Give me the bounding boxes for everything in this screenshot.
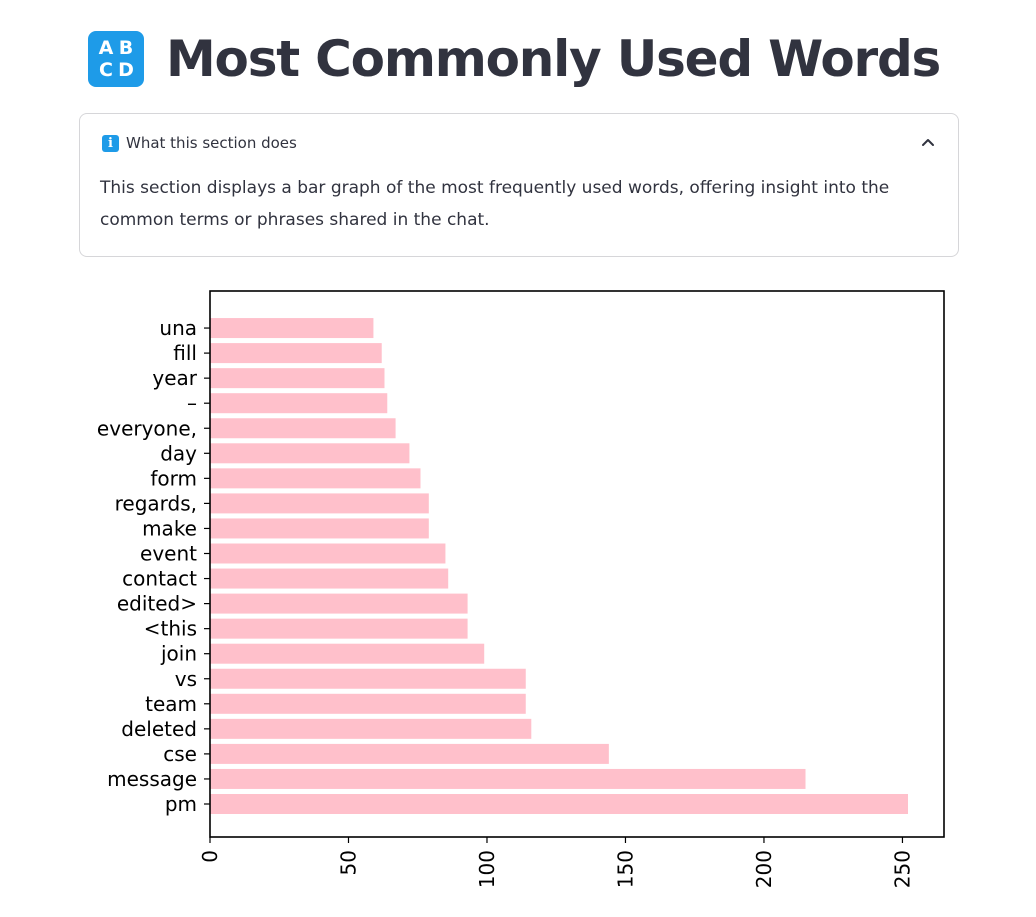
abcd-icon: A B C D	[88, 31, 144, 87]
icon-letter: A	[98, 36, 114, 59]
expander-body: This section displays a bar graph of the…	[100, 178, 890, 230]
y-tick-label: day	[160, 441, 197, 465]
bar	[210, 393, 388, 414]
bar	[210, 743, 609, 764]
bar	[210, 668, 526, 689]
y-tick-label: <this	[144, 617, 197, 641]
x-tick-label: 100	[475, 850, 499, 888]
page-header: A B C D Most Commonly Used Words	[88, 30, 941, 88]
bar	[210, 343, 382, 364]
icon-letter: B	[118, 36, 134, 59]
info-icon: i	[102, 134, 119, 152]
bar	[210, 418, 396, 439]
bar	[210, 468, 421, 489]
y-tick-label: una	[159, 316, 197, 340]
plot-frame	[209, 290, 945, 838]
x-tick-label: 250	[890, 850, 914, 888]
y-tick-label: vs	[175, 667, 197, 691]
info-expander[interactable]: i What this section does This section di…	[79, 113, 959, 257]
y-tick-label: contact	[122, 567, 197, 591]
y-tick-label: –	[187, 391, 197, 415]
y-tick-label: message	[107, 767, 197, 791]
y-tick-label: fill	[173, 341, 197, 365]
icon-letter: C	[99, 58, 113, 81]
y-tick-label: year	[152, 366, 197, 390]
bar	[210, 643, 485, 664]
bar	[210, 568, 449, 589]
bar	[210, 493, 429, 514]
x-tick-label: 200	[752, 850, 776, 888]
bar	[210, 718, 532, 739]
y-tick-label: team	[145, 692, 197, 716]
y-tick-label: make	[142, 516, 197, 540]
y-tick-label: cse	[163, 742, 197, 766]
y-tick-label: everyone,	[97, 416, 197, 440]
icon-letter: D	[118, 58, 134, 81]
x-tick-label: 0	[198, 850, 222, 863]
expander-header[interactable]: i What this section does	[102, 134, 297, 152]
page-title: Most Commonly Used Words	[166, 30, 941, 88]
bar	[210, 318, 374, 339]
y-tick-label: join	[160, 642, 197, 666]
bar	[210, 593, 468, 614]
bar	[210, 443, 410, 464]
y-tick-label: edited>	[117, 592, 197, 616]
bar	[210, 794, 908, 814]
bar	[210, 543, 446, 564]
chevron-up-icon[interactable]	[920, 134, 936, 150]
y-tick-label: deleted	[121, 717, 197, 741]
bar	[210, 368, 385, 389]
y-tick-label: form	[150, 466, 197, 490]
x-tick-label: 150	[613, 850, 637, 888]
bar	[210, 693, 526, 714]
y-tick-label: pm	[165, 792, 197, 816]
bar	[210, 518, 429, 539]
bar-chart: pmmessagecsedeletedteamvsjoin<thisedited…	[97, 290, 945, 888]
expander-title: What this section does	[126, 134, 297, 152]
x-tick-label: 50	[336, 850, 360, 875]
bar	[210, 618, 468, 639]
y-tick-label: event	[140, 542, 197, 566]
bar	[210, 768, 806, 789]
y-tick-label: regards,	[115, 491, 197, 515]
